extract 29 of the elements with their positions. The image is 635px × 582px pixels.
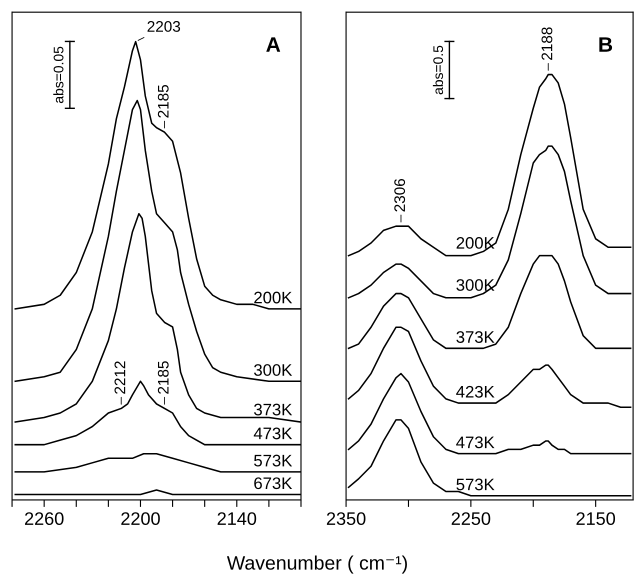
annotation: 2188 [542,27,552,60]
series-label: 200K [254,292,292,304]
series-label: 673K [254,477,292,490]
x-tick-label: 2250 [452,512,490,526]
x-tick-label: 2350 [326,512,366,526]
series-label: 300K [254,364,292,376]
annotation: 2185 [158,84,169,118]
chart-title: A [266,37,280,52]
annotation: 2306 [394,178,406,212]
series-label: 373K [254,404,292,416]
series-label: 373K [456,331,495,343]
annotation: 2203 [148,21,180,32]
series-label: 573K [254,454,292,466]
series-label: 300K [456,279,495,291]
x-tick-label: 2150 [576,512,616,526]
annotation: 2212 [114,361,126,394]
x-tick-label: 2140 [218,512,256,526]
chart-title: B [599,37,612,52]
annotation: 2185 [158,361,169,394]
x-tick-label: 2260 [24,512,64,526]
series-label: 423K [456,386,495,398]
x-axis-title: Wavenumber ( cm⁻¹) [226,555,407,574]
series-label: 473K [254,428,292,440]
series-label: 473K [456,436,495,448]
annotation: abs=0.05 [53,46,64,104]
x-tick-label: 2200 [121,512,160,526]
annotation: abs=0.5 [432,46,444,94]
series-label: 573K [456,478,495,490]
series-label: 200K [456,237,495,249]
